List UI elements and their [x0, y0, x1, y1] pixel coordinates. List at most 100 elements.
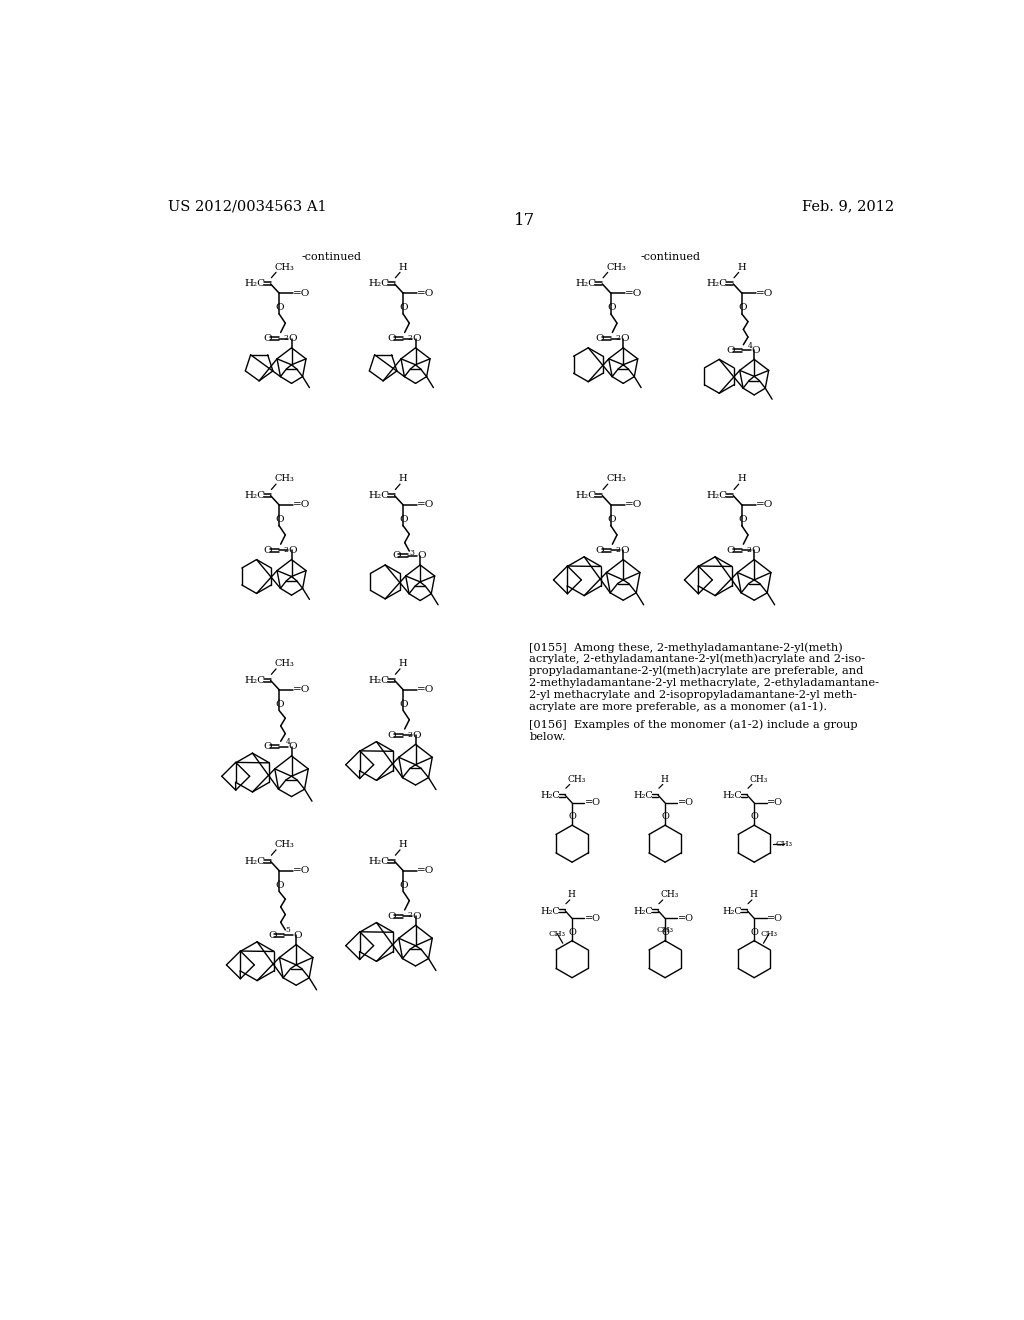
Text: O: O: [268, 931, 276, 940]
Text: O: O: [275, 515, 284, 524]
Text: CH₃: CH₃: [606, 474, 626, 483]
Text: =O: =O: [585, 913, 600, 923]
Text: CH₃: CH₃: [549, 929, 566, 939]
Text: H: H: [750, 890, 758, 899]
Text: O: O: [388, 334, 396, 343]
Text: 2-methyladamantane-2-yl methacrylate, 2-ethyladamantane-: 2-methyladamantane-2-yl methacrylate, 2-…: [529, 677, 880, 688]
Text: =O: =O: [678, 913, 693, 923]
Text: =O: =O: [625, 500, 642, 510]
Text: 5: 5: [286, 927, 290, 935]
Text: O: O: [399, 304, 408, 313]
Text: 2: 2: [284, 334, 289, 342]
Text: O: O: [399, 515, 408, 524]
Text: =O: =O: [417, 500, 434, 510]
Text: -continued: -continued: [640, 252, 700, 261]
Text: H₂C: H₂C: [541, 792, 560, 800]
Text: =O: =O: [293, 866, 310, 875]
Text: 2: 2: [615, 545, 621, 553]
Text: =O: =O: [417, 685, 434, 694]
Text: H₂C: H₂C: [369, 280, 389, 288]
Text: propyladamantane-2-yl(meth)acrylate are preferable, and: propyladamantane-2-yl(meth)acrylate are …: [529, 665, 864, 676]
Text: 2: 2: [746, 545, 752, 553]
Text: O: O: [607, 515, 615, 524]
Text: =O: =O: [767, 913, 782, 923]
Text: O: O: [293, 931, 302, 940]
Text: H₂C: H₂C: [707, 491, 728, 500]
Text: O: O: [413, 334, 421, 343]
Text: H₂C: H₂C: [722, 792, 742, 800]
Text: H₂C: H₂C: [245, 280, 265, 288]
Text: O: O: [413, 731, 421, 739]
Text: H: H: [398, 659, 408, 668]
Text: CH₃: CH₃: [660, 890, 679, 899]
Text: [0155]  Among these, 2-methyladamantane-2-yl(meth): [0155] Among these, 2-methyladamantane-2…: [529, 642, 843, 652]
Text: H₂C: H₂C: [575, 491, 597, 500]
Text: O: O: [621, 334, 629, 343]
Text: CH₃: CH₃: [761, 929, 777, 939]
Text: [0156]  Examples of the monomer (a1-2) include a group: [0156] Examples of the monomer (a1-2) in…: [529, 719, 858, 730]
Text: H: H: [737, 474, 745, 483]
Text: H₂C: H₂C: [369, 491, 389, 500]
Text: Feb. 9, 2012: Feb. 9, 2012: [802, 199, 894, 213]
Text: H₂C: H₂C: [245, 491, 265, 500]
Text: CH₃: CH₃: [274, 474, 294, 483]
Text: O: O: [275, 304, 284, 313]
Text: O: O: [417, 552, 426, 560]
Text: 4: 4: [748, 342, 753, 350]
Text: O: O: [751, 812, 758, 821]
Text: =O: =O: [625, 289, 642, 297]
Text: O: O: [751, 346, 760, 355]
Text: H₂C: H₂C: [722, 907, 742, 916]
Text: =O: =O: [756, 500, 773, 510]
Text: H₂C: H₂C: [633, 907, 653, 916]
Text: O: O: [607, 304, 615, 313]
Text: H₂C: H₂C: [369, 857, 389, 866]
Text: =O: =O: [417, 289, 434, 297]
Text: O: O: [388, 912, 396, 920]
Text: acrylate are more preferable, as a monomer (a1-1).: acrylate are more preferable, as a monom…: [529, 702, 827, 713]
Text: O: O: [289, 546, 297, 554]
Text: H: H: [737, 263, 745, 272]
Text: =O: =O: [756, 289, 773, 297]
Text: O: O: [263, 334, 272, 343]
Text: H₂C: H₂C: [369, 676, 389, 685]
Text: O: O: [275, 880, 284, 890]
Text: =O: =O: [417, 866, 434, 875]
Text: O: O: [388, 731, 396, 739]
Text: O: O: [726, 546, 735, 554]
Text: H₂C: H₂C: [245, 857, 265, 866]
Text: CH₃: CH₃: [567, 775, 586, 784]
Text: H₂C: H₂C: [245, 676, 265, 685]
Text: H₂C: H₂C: [633, 792, 653, 800]
Text: H₂C: H₂C: [707, 280, 728, 288]
Text: 2: 2: [615, 334, 621, 342]
Text: US 2012/0034563 A1: US 2012/0034563 A1: [168, 199, 327, 213]
Text: =O: =O: [293, 289, 310, 297]
Text: CH₃: CH₃: [274, 840, 294, 849]
Text: O: O: [662, 928, 669, 937]
Text: O: O: [662, 812, 669, 821]
Text: O: O: [392, 552, 401, 560]
Text: 3: 3: [410, 549, 415, 557]
Text: 2: 2: [408, 334, 413, 342]
Text: O: O: [275, 700, 284, 709]
Text: O: O: [621, 546, 629, 554]
Text: O: O: [289, 334, 297, 343]
Text: H: H: [398, 263, 408, 272]
Text: O: O: [595, 334, 604, 343]
Text: CH₃: CH₃: [274, 659, 294, 668]
Text: H₂C: H₂C: [575, 280, 597, 288]
Text: H: H: [398, 840, 408, 849]
Text: CH₃: CH₃: [606, 263, 626, 272]
Text: =O: =O: [293, 500, 310, 510]
Text: O: O: [738, 304, 746, 313]
Text: 17: 17: [514, 211, 536, 228]
Text: CH₃: CH₃: [274, 263, 294, 272]
Text: H: H: [660, 775, 669, 784]
Text: O: O: [751, 928, 758, 937]
Text: below.: below.: [529, 731, 566, 742]
Text: 2-yl methacrylate and 2-isopropyladamantane-2-yl meth-: 2-yl methacrylate and 2-isopropyladamant…: [529, 689, 857, 700]
Text: O: O: [289, 742, 297, 751]
Text: O: O: [263, 546, 272, 554]
Text: O: O: [568, 928, 577, 937]
